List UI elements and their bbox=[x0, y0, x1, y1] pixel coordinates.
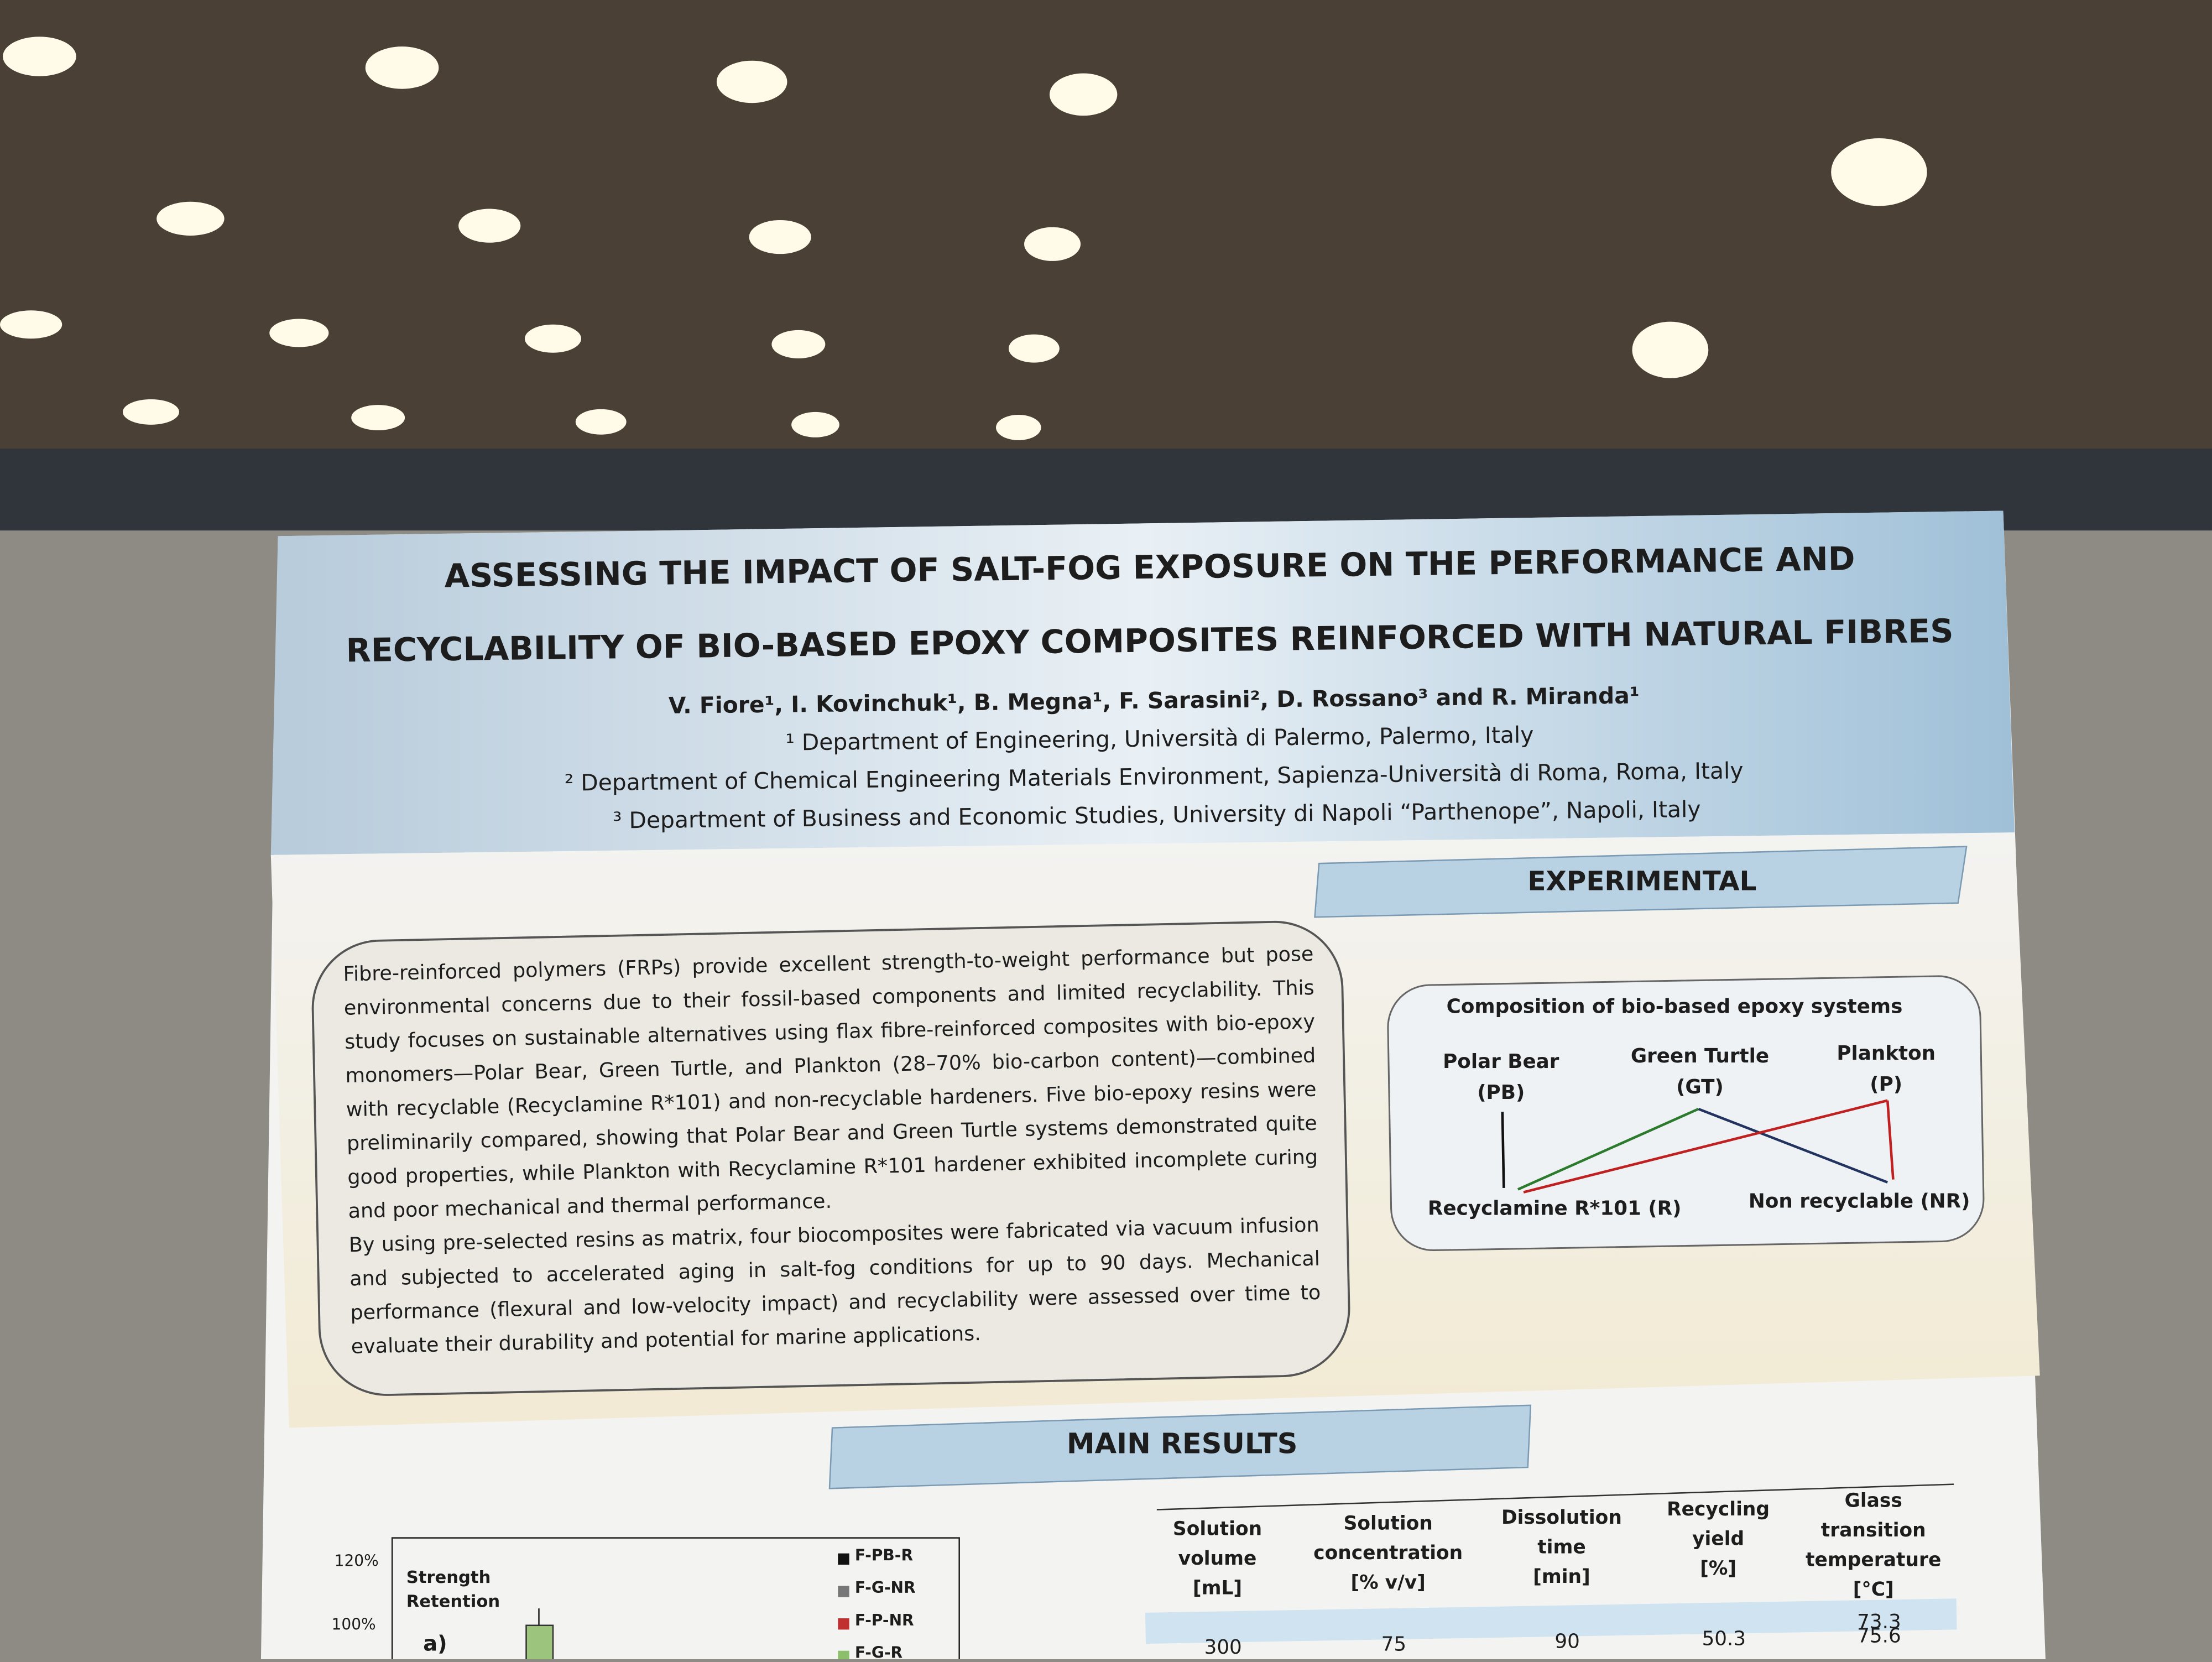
legend-entry: F-G-R bbox=[854, 1643, 903, 1662]
table-header: [min] bbox=[1533, 1566, 1590, 1589]
table-cell: 90 bbox=[1554, 1630, 1580, 1654]
monomer: Polar Bear (PB) bbox=[1443, 1047, 1559, 1109]
intro-box bbox=[311, 920, 1350, 1396]
legend-entry: F-G-NR bbox=[854, 1578, 916, 1597]
monomer-name: Green Turtle bbox=[1630, 1045, 1770, 1069]
chart-frame bbox=[391, 1537, 960, 1659]
table-highlight bbox=[1145, 1598, 1957, 1644]
intro-text: Fibre-reinforced polymers (FRPs) provide… bbox=[343, 938, 1322, 1364]
table-rule bbox=[1156, 1483, 1954, 1510]
monomer-name: Plankton bbox=[1837, 1043, 1936, 1066]
diagram-arrows bbox=[1501, 1099, 1895, 1194]
diagram-title: Composition of bio-based epoxy systems bbox=[1446, 996, 1903, 1019]
monomer: Plankton (P) bbox=[1837, 1039, 1936, 1101]
table-header: Glass bbox=[1844, 1489, 1902, 1513]
table-cell: 300 bbox=[1204, 1637, 1242, 1659]
table-cell: 50.3 bbox=[1702, 1628, 1746, 1651]
table-header: Solution bbox=[1172, 1518, 1262, 1541]
paragraph: By using pre-selected resins as matrix, … bbox=[348, 1214, 1321, 1359]
legend-entry: F-PB-R bbox=[854, 1546, 914, 1565]
table-header: yield bbox=[1692, 1528, 1745, 1551]
poster-header bbox=[270, 510, 2015, 855]
ceiling-lights bbox=[0, 37, 1927, 440]
y-tick-label: 120% bbox=[334, 1552, 379, 1571]
monomer: Green Turtle (GT) bbox=[1631, 1041, 1769, 1103]
table-header: concentration bbox=[1313, 1542, 1463, 1565]
table-header: volume bbox=[1178, 1548, 1257, 1571]
monomer-code: (PB) bbox=[1477, 1082, 1525, 1105]
monomer-code: (P) bbox=[1870, 1074, 1903, 1097]
monomer-name: Polar Bear bbox=[1443, 1051, 1559, 1074]
chart-bar bbox=[525, 1624, 554, 1659]
y-tick-label: 100% bbox=[331, 1615, 376, 1634]
legend-entry: F-P-NR bbox=[854, 1611, 914, 1630]
table-header: [% v/v] bbox=[1350, 1571, 1426, 1595]
panel-label: a) bbox=[423, 1630, 447, 1656]
experimental-banner bbox=[1314, 846, 1968, 918]
section-heading: EXPERIMENTAL bbox=[1527, 866, 1757, 898]
table-header: Solution bbox=[1343, 1512, 1433, 1535]
table-header: [%] bbox=[1700, 1557, 1737, 1581]
chart-label: Strength Retention bbox=[406, 1567, 500, 1612]
hardener: Recyclamine R*101 (R) bbox=[1427, 1197, 1682, 1221]
table-header: [°C] bbox=[1853, 1578, 1894, 1602]
table-header: Dissolution bbox=[1501, 1507, 1622, 1530]
table-cell: 75 bbox=[1381, 1634, 1407, 1656]
table-cell: 75.6 bbox=[1857, 1625, 1901, 1648]
hardener: Non recyclable (NR) bbox=[1748, 1191, 1970, 1213]
table-header: temperature bbox=[1806, 1549, 1942, 1572]
results-banner bbox=[828, 1404, 1532, 1489]
table-header: Recycling bbox=[1667, 1498, 1770, 1521]
monomer-code: (GT) bbox=[1676, 1076, 1724, 1100]
section-heading: MAIN RESULTS bbox=[1066, 1426, 1298, 1461]
table-header: time bbox=[1537, 1536, 1586, 1559]
paragraph: Fibre-reinforced polymers (FRPs) provide… bbox=[343, 944, 1318, 1224]
table-header: [mL] bbox=[1192, 1577, 1243, 1600]
legend-swatches bbox=[838, 1553, 849, 1659]
table-header: transition bbox=[1820, 1519, 1926, 1543]
table-cell: 73.3 bbox=[1857, 1611, 1901, 1634]
ceiling bbox=[0, 0, 2212, 455]
